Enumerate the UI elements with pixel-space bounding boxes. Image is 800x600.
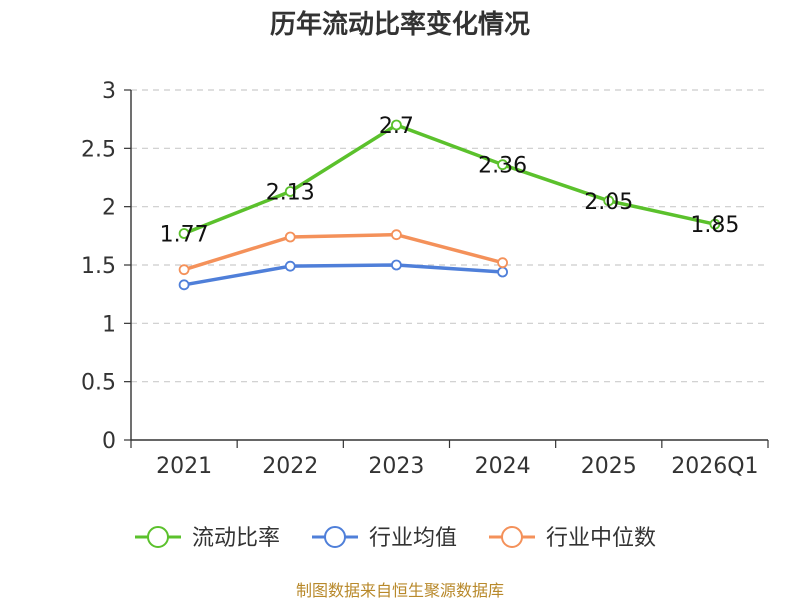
x-tick-label: 2026Q1 (671, 454, 758, 479)
legend-marker-0[interactable] (147, 526, 169, 548)
y-tick-label: 3 (102, 79, 116, 104)
data-point (284, 260, 296, 272)
series-lines (178, 119, 721, 291)
data-point (178, 228, 190, 239)
series-line-2 (183, 232, 504, 272)
source-note: 制图数据来自恒生聚源数据库 (296, 581, 504, 600)
data-point (391, 229, 402, 241)
data-point (284, 231, 296, 243)
y-tick-label: 0 (102, 429, 116, 454)
data-label: 2.7 (379, 114, 414, 139)
y-tick-label: 1 (102, 312, 116, 337)
x-tick-label: 2023 (368, 454, 424, 479)
data-point (603, 195, 615, 207)
data-point (391, 119, 402, 131)
data-label: 2.05 (584, 190, 633, 215)
axes: 0 0.5 1 1.5 2 2.5 3 2021 2022 2023 2024 2025 2026Q1 (81, 79, 769, 479)
x-tick-label: 2025 (581, 454, 637, 479)
y-tick-label: 2.5 (81, 137, 116, 162)
chart-title: 历年流动比率变化情况 (270, 9, 530, 40)
x-tick-label: 2021 (156, 454, 212, 479)
data-label: 1.85 (690, 213, 739, 238)
data-point (284, 186, 296, 197)
x-tick-label: 2024 (475, 454, 531, 479)
legend-marker-1[interactable] (324, 526, 346, 548)
grid-lines (131, 89, 768, 383)
data-label: 2.36 (478, 154, 527, 179)
data-label: 2.13 (266, 181, 315, 206)
data-label: 1.77 (160, 223, 209, 248)
y-tick-label: 2 (102, 196, 116, 221)
y-tick-label: 1.5 (81, 254, 116, 279)
x-tick-label: 2022 (262, 454, 318, 479)
legend[interactable]: 流动比率 行业均值 行业中位数 (135, 526, 656, 551)
y-tick-label: 0.5 (81, 371, 116, 396)
data-point (178, 279, 190, 291)
data-point (709, 218, 721, 230)
data-point (497, 159, 508, 171)
data-point (497, 266, 508, 278)
series-line-0 (183, 123, 716, 236)
data-point (391, 259, 402, 271)
legend-label-2[interactable]: 行业中位数 (546, 526, 656, 551)
data-labels: 1.77 2.13 2.7 2.36 2.05 1.85 (160, 114, 740, 248)
legend-label-0[interactable]: 流动比率 (192, 526, 280, 551)
legend-label-1[interactable]: 行业均值 (369, 526, 457, 551)
data-point (497, 257, 508, 269)
series-line-1 (183, 263, 503, 287)
data-point (178, 264, 190, 276)
legend-marker-2[interactable] (501, 526, 523, 548)
